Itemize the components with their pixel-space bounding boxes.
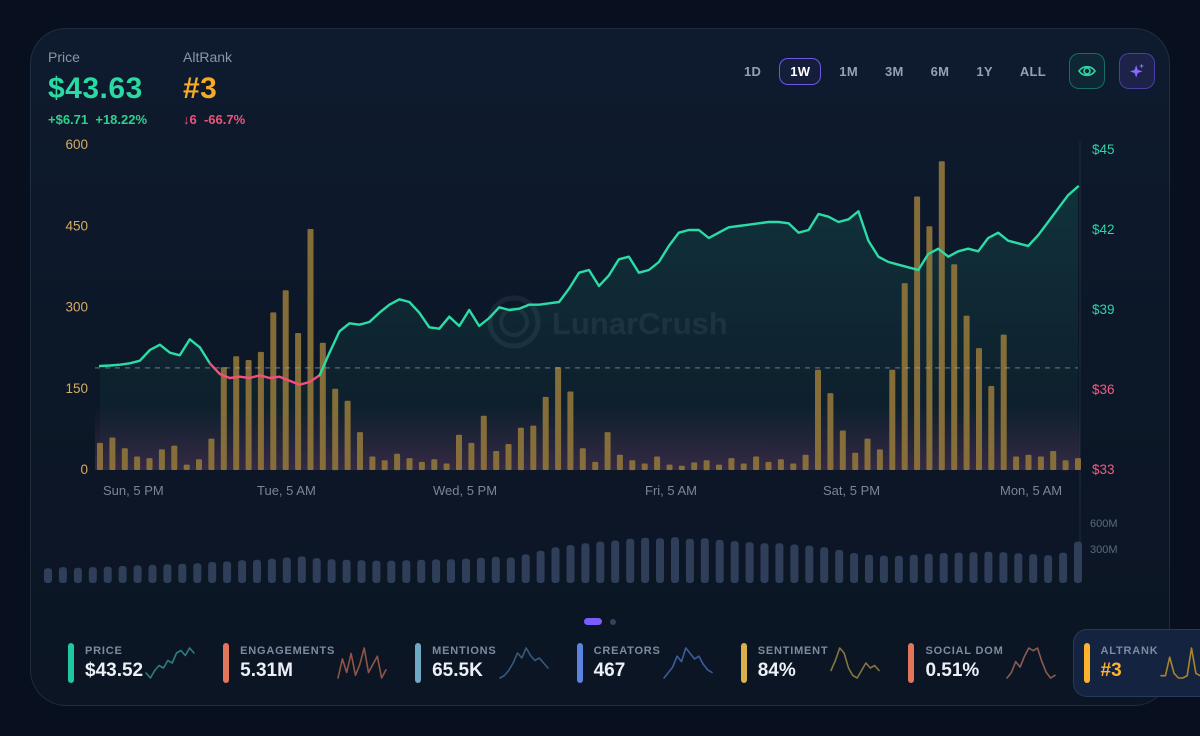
altrank-value: #3 xyxy=(183,72,218,105)
range-button-6M[interactable]: 6M xyxy=(930,63,950,79)
price-label: Price xyxy=(48,49,80,65)
range-button-1W[interactable]: 1W xyxy=(779,57,822,85)
altrank-summary: AltRank #3 ↓6 -66.7% xyxy=(183,49,245,127)
metric-value: 0.51% xyxy=(925,659,980,681)
price-value: $43.63 xyxy=(48,72,143,105)
metric-value: 5.31M xyxy=(240,659,293,681)
metric-value: 65.5K xyxy=(432,659,483,681)
metric-card-creators[interactable]: CREATORS 467 xyxy=(566,629,724,697)
metric-text: PRICE $43.52 xyxy=(85,645,143,682)
metric-value: 467 xyxy=(593,659,626,681)
range-button-1D[interactable]: 1D xyxy=(743,63,762,79)
metric-text: ALTRANK #3 xyxy=(1101,645,1159,682)
metric-card-mentions[interactable]: MENTIONS 65.5K xyxy=(404,629,559,697)
metric-label: MENTIONS xyxy=(432,644,497,657)
metric-sparkline xyxy=(145,647,195,679)
metric-value: 84% xyxy=(757,659,796,681)
pagination-dot-0[interactable] xyxy=(584,618,602,625)
metric-label: CREATORS xyxy=(593,644,661,657)
altrank-label: AltRank xyxy=(183,49,233,65)
metric-accent-bar xyxy=(68,643,74,683)
metric-card-price[interactable]: PRICE $43.52 xyxy=(57,629,206,697)
metric-accent-bar xyxy=(908,643,915,683)
metric-value: $43.52 xyxy=(85,659,144,681)
metric-sparkline xyxy=(498,647,549,679)
range-button-3M[interactable]: 3M xyxy=(884,63,904,79)
metric-text: MENTIONS 65.5K xyxy=(432,645,496,682)
metric-sparkline xyxy=(830,647,881,679)
metric-label: ENGAGEMENTS xyxy=(240,644,336,657)
metric-label: ALTRANK xyxy=(1100,644,1159,657)
metric-label: SOCIAL DOM xyxy=(925,644,1004,657)
metric-text: ENGAGEMENTS 5.31M xyxy=(240,645,335,682)
eye-icon xyxy=(1078,65,1096,77)
price-change: +$6.71 +18.22% xyxy=(48,112,148,127)
metric-text: SENTIMENT 84% xyxy=(758,645,829,682)
metric-sparkline xyxy=(662,647,713,679)
chart-pagination xyxy=(584,618,616,625)
metric-accent-bar xyxy=(740,643,747,683)
metric-value: #3 xyxy=(1100,659,1122,681)
metric-label: SENTIMENT xyxy=(757,644,829,657)
metric-text: SOCIAL DOM 0.51% xyxy=(925,645,1003,682)
metric-accent-bar xyxy=(1083,643,1090,683)
range-selector: 1D 1W 1M 3M 6M 1Y ALL xyxy=(735,53,1155,89)
metric-label: PRICE xyxy=(85,644,123,657)
metric-card-engagements[interactable]: ENGAGEMENTS 5.31M xyxy=(212,629,398,697)
metric-cards-row: PRICE $43.52 ENGAGEMENTS 5.31M MENTIONS 65.5K… xyxy=(57,629,1200,697)
metric-text: CREATORS 467 xyxy=(594,645,661,682)
metric-accent-bar xyxy=(223,643,230,683)
range-button-1M[interactable]: 1M xyxy=(839,63,858,79)
chart-plot-area[interactable] xyxy=(95,140,1080,470)
metric-card-altrank[interactable]: ALTRANK #3 xyxy=(1072,629,1200,697)
mini-timeline-scrubber[interactable] xyxy=(48,512,1078,584)
metric-accent-bar xyxy=(415,643,422,683)
pagination-dot-1[interactable] xyxy=(610,618,616,625)
metric-sparkline xyxy=(1005,647,1056,679)
metric-card-sentiment[interactable]: SENTIMENT 84% xyxy=(730,629,892,697)
range-button-1Y[interactable]: 1Y xyxy=(976,63,993,79)
visibility-toggle-button[interactable] xyxy=(1069,53,1105,89)
metric-sparkline xyxy=(337,647,387,679)
metric-accent-bar xyxy=(576,643,583,683)
sparkle-icon xyxy=(1129,63,1145,78)
price-summary: Price $43.63 +$6.71 +18.22% xyxy=(48,49,147,127)
metric-card-social-dom[interactable]: SOCIAL DOM 0.51% xyxy=(897,629,1066,697)
range-button-ALL[interactable]: ALL xyxy=(1019,63,1046,79)
ai-insights-button[interactable] xyxy=(1119,53,1155,89)
altrank-change: ↓6 -66.7% xyxy=(183,112,246,127)
metric-sparkline xyxy=(1160,647,1200,679)
